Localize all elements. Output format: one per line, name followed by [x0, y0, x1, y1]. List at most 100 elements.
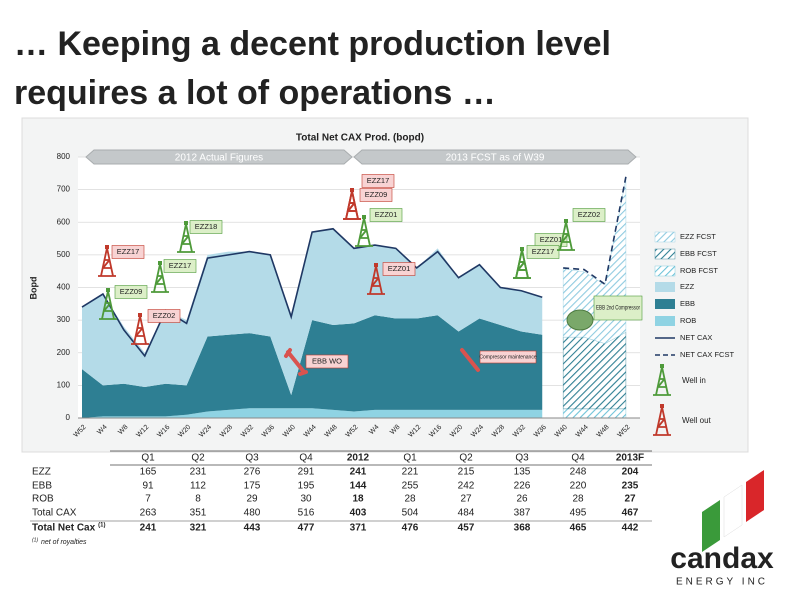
- callout-box: [305, 354, 349, 369]
- area: [562, 408, 627, 419]
- legend-label: EBB FCST: [680, 249, 717, 258]
- legend-swatch: [654, 231, 676, 243]
- table-header: Q4: [571, 453, 585, 464]
- legend-label: EZZ FCST: [680, 232, 716, 241]
- derrick-top: [350, 188, 354, 192]
- derrick-top: [660, 364, 664, 368]
- table-header: Q2: [191, 453, 205, 464]
- y-tick-label: 300: [57, 315, 71, 324]
- well-label-box: [572, 208, 606, 222]
- well-icon: [367, 263, 385, 295]
- table-cell: 242: [458, 481, 475, 492]
- table-cell: 165: [140, 467, 157, 478]
- logo-shape: [746, 470, 764, 522]
- callout: EBB 2nd Compressor: [596, 305, 640, 312]
- table-cell: 29: [246, 494, 258, 505]
- table-cell: 276: [244, 467, 261, 478]
- table-row-label: EZZ: [32, 467, 51, 478]
- chart-title: Total Net CAX Prod. (bopd): [296, 133, 424, 144]
- table-cell: 291: [298, 467, 315, 478]
- wrench-icon: [284, 348, 308, 376]
- table-cell: 477: [298, 523, 315, 534]
- table-row-label: ROB: [32, 494, 54, 505]
- table-cell: 112: [190, 481, 206, 492]
- table-cell: 480: [244, 508, 261, 519]
- table-header: Q1: [403, 453, 417, 464]
- line: [563, 176, 627, 286]
- table-row-label: Total CAX: [32, 508, 77, 519]
- table-cell: 235: [622, 481, 639, 492]
- well-icon: [653, 404, 671, 436]
- well-icon: [653, 364, 671, 396]
- table-header: Q4: [299, 453, 313, 464]
- table-cell: 403: [350, 508, 367, 519]
- table-cell: 443: [244, 523, 261, 534]
- well-label: EZZ17: [367, 176, 390, 185]
- table-cell: 467: [622, 508, 639, 519]
- y-tick-label: 0: [66, 413, 71, 422]
- well-label-box: [163, 259, 197, 273]
- note-mark: (1): [98, 523, 105, 529]
- well-icon: [131, 313, 149, 345]
- period-label: 2013 FCST as of W39: [446, 153, 545, 164]
- callout: EBB WO: [312, 356, 342, 365]
- table-cell: 28: [404, 494, 416, 505]
- table-cell: 27: [624, 494, 636, 505]
- slide-title: requires a lot of operations …: [14, 74, 496, 112]
- table-cell: 135: [514, 467, 531, 478]
- well-label: EZZ17: [117, 247, 140, 256]
- y-tick-label: 400: [57, 283, 71, 292]
- legend-label: Well in: [682, 376, 706, 385]
- y-tick-label: 600: [57, 217, 71, 226]
- table-cell: 18: [352, 494, 364, 505]
- table-header: Q2: [459, 453, 473, 464]
- well-label-box: [359, 188, 393, 202]
- table-cell: 371: [350, 523, 367, 534]
- table-cell: 195: [298, 481, 315, 492]
- well-label: EZZ09: [365, 190, 388, 199]
- table-cell: 321: [190, 523, 207, 534]
- table-cell: 442: [622, 523, 639, 534]
- period-arrow: [353, 149, 637, 165]
- slide-title: … Keeping a decent production level: [14, 25, 611, 63]
- callout-box: [593, 295, 643, 321]
- well-icon: [99, 288, 117, 320]
- table-cell: 220: [570, 481, 587, 492]
- well-label-box: [189, 220, 223, 234]
- table-cell: 476: [402, 523, 419, 534]
- well-icon: [98, 245, 116, 277]
- legend-label: ROB: [680, 316, 696, 325]
- table-cell: 457: [458, 523, 475, 534]
- table-cell: 368: [514, 523, 531, 534]
- table-cell: 484: [458, 508, 475, 519]
- table-cell: 351: [190, 508, 207, 519]
- well-label-box: [361, 174, 395, 188]
- table-cell: 91: [142, 481, 154, 492]
- derrick-top: [660, 404, 664, 408]
- well-icon: [557, 219, 575, 251]
- callout: Compressor maintenance: [479, 354, 536, 360]
- table-header: 2012: [347, 453, 370, 464]
- derrick-top: [105, 245, 109, 249]
- derrick-top: [106, 288, 110, 292]
- table-cell: 495: [570, 508, 587, 519]
- legend-label: NET CAX: [680, 333, 712, 342]
- well-label: EZZ01: [375, 210, 398, 219]
- table-cell: 175: [244, 481, 261, 492]
- table-cell: 248: [570, 467, 587, 478]
- well-label: EZZ09: [120, 287, 143, 296]
- well-icon: [177, 221, 195, 253]
- table-row-label: EBB: [32, 481, 52, 492]
- y-axis-label: Bopd: [28, 277, 38, 300]
- footnote: net of royalties: [41, 539, 87, 546]
- table-cell: 231: [190, 467, 207, 478]
- table-cell: 26: [516, 494, 528, 505]
- logo-shape: [723, 484, 743, 538]
- logo-name: candax: [670, 542, 774, 575]
- legend-label: NET CAX FCST: [680, 350, 734, 359]
- derrick-top: [564, 219, 568, 223]
- well-icon: [513, 247, 531, 279]
- table-cell: 241: [140, 523, 157, 534]
- derrick-top: [374, 263, 378, 267]
